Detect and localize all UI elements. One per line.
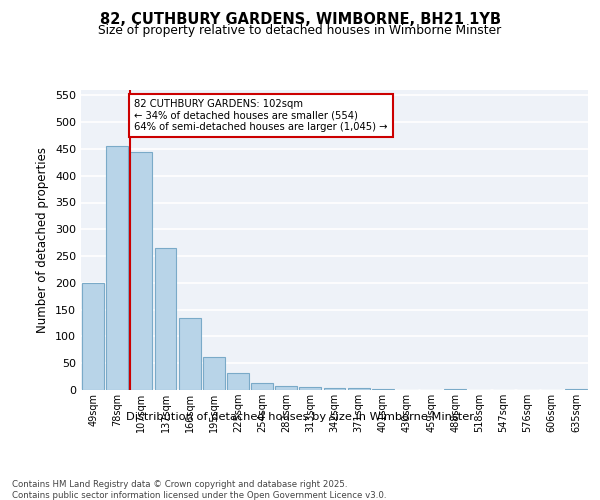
Text: Distribution of detached houses by size in Wimborne Minster: Distribution of detached houses by size … (126, 412, 474, 422)
Bar (227, 373, 249, 390)
Bar (130, 152, 152, 390)
Bar (106, 146, 128, 390)
Text: Size of property relative to detached houses in Wimborne Minster: Size of property relative to detached ho… (98, 24, 502, 37)
Text: 82 CUTHBURY GARDENS: 102sqm
← 34% of detached houses are smaller (554)
64% of se: 82 CUTHBURY GARDENS: 102sqm ← 34% of det… (134, 99, 388, 132)
Bar (251, 382, 273, 390)
Bar (179, 318, 200, 390)
Bar (299, 388, 321, 390)
Bar (323, 388, 346, 390)
Bar (348, 388, 370, 390)
Text: Contains HM Land Registry data © Crown copyright and database right 2025.
Contai: Contains HM Land Registry data © Crown c… (12, 480, 386, 500)
Bar (275, 386, 297, 390)
Bar (82, 283, 104, 390)
Y-axis label: Number of detached properties: Number of detached properties (37, 147, 49, 333)
Bar (203, 357, 224, 390)
Bar (155, 248, 176, 390)
Text: 82, CUTHBURY GARDENS, WIMBORNE, BH21 1YB: 82, CUTHBURY GARDENS, WIMBORNE, BH21 1YB (100, 12, 500, 28)
